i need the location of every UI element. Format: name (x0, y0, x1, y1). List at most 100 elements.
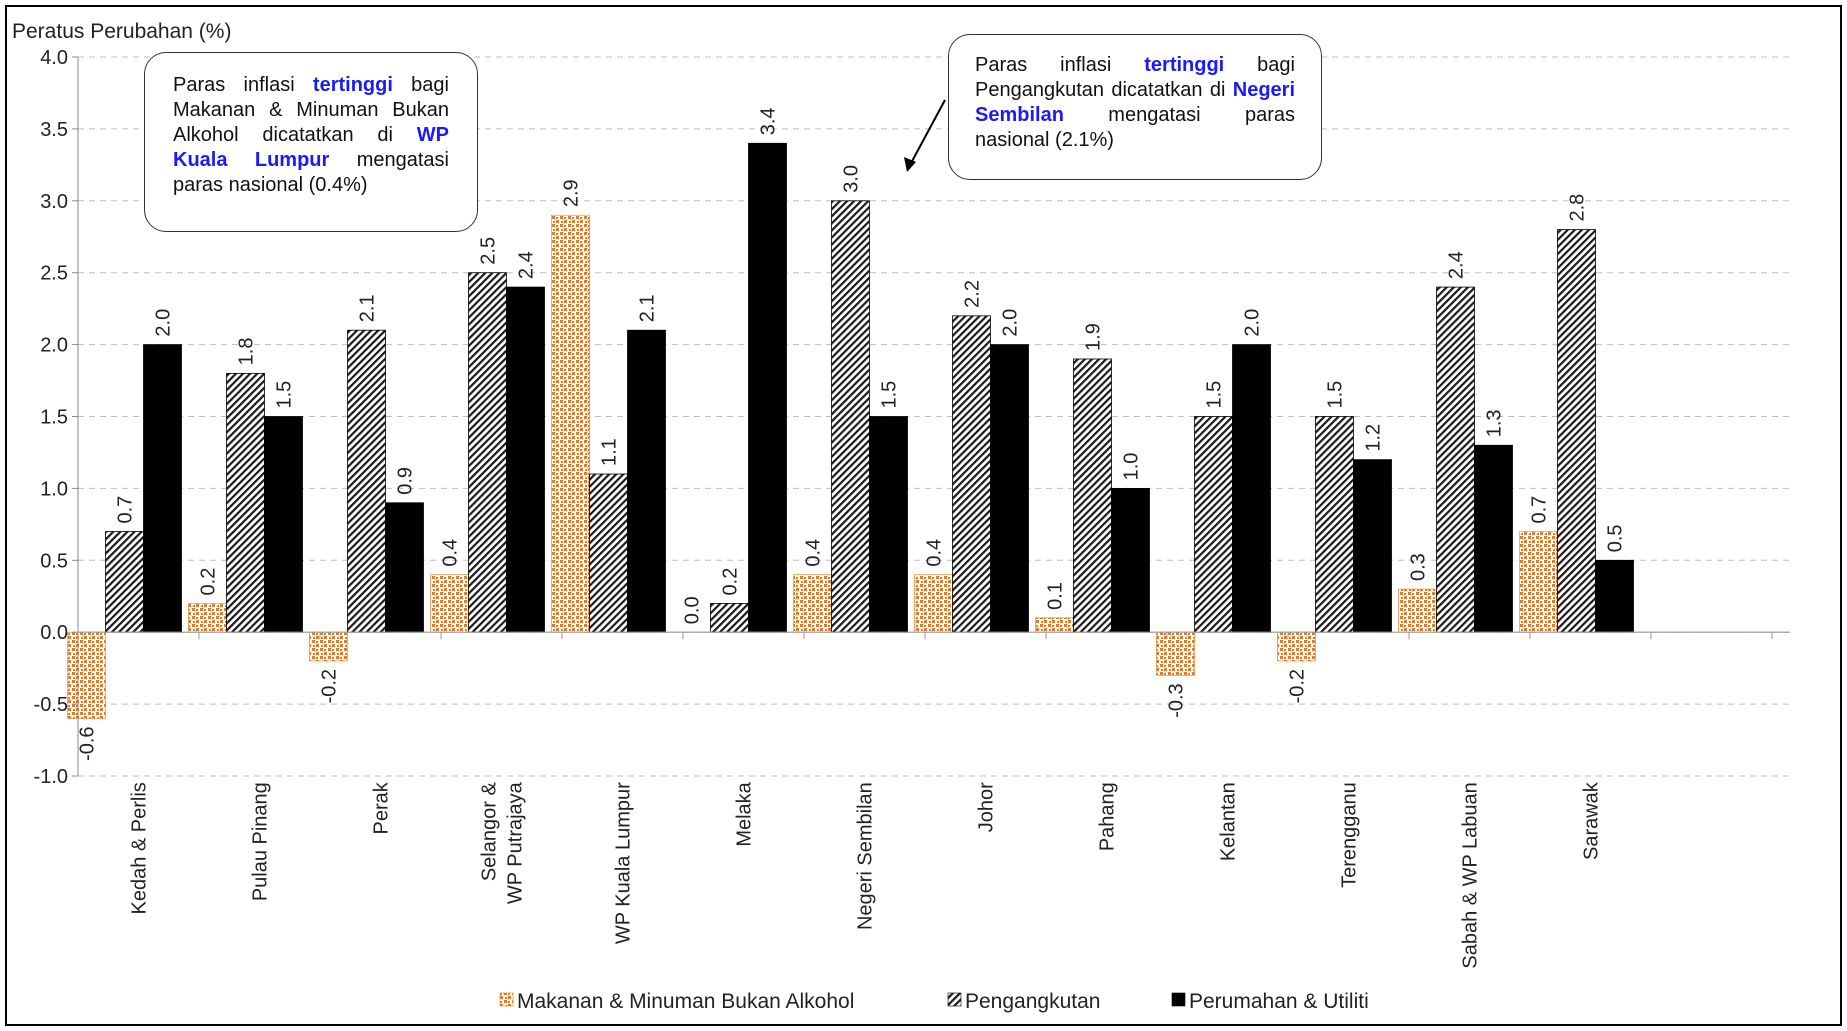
bar (1353, 459, 1392, 633)
chart-border (5, 5, 1842, 1026)
bar (952, 315, 991, 633)
data-label: 1.5 (274, 381, 296, 409)
bar (1398, 588, 1437, 633)
callout-transport-highlight-1: tertinggi (1144, 54, 1225, 76)
data-label: 3.4 (758, 107, 780, 135)
data-labels: -0.6 0.2 -0.2 0.4 2.9 0.0 0.4 0.4 0.1 -0.3 -0.2 0.3… (77, 107, 1627, 760)
callout-food-seg-4: mengatasi paras nasional (0.4%) (173, 149, 449, 196)
bar (264, 416, 303, 633)
data-label: 0.7 (115, 496, 137, 524)
bar (831, 200, 870, 633)
data-label: 1.0 (1121, 453, 1143, 481)
callout-transport-text: Paras inflasi tertinggi bagi Pengangkuta… (975, 54, 1295, 151)
category-label: WP Kuala Lumpur (613, 782, 635, 944)
data-label: 1.3 (1484, 409, 1506, 437)
y-tick-label: 0.0 (40, 622, 68, 644)
bar (188, 603, 227, 633)
bar (1232, 344, 1271, 633)
bar (551, 214, 590, 633)
callout-transport-seg-0: Paras inflasi (975, 54, 1145, 76)
data-label: 0.9 (395, 467, 417, 495)
data-label: 1.1 (599, 438, 621, 466)
callout-transport-seg-2: bagi Pengangkutan dicatatkan di (975, 54, 1295, 101)
category-label: Pahang (1097, 782, 1119, 851)
bar (793, 574, 832, 633)
callout-arrow-head (904, 157, 916, 172)
bar (1194, 416, 1233, 633)
bar (589, 473, 628, 633)
data-label: -0.2 (1287, 669, 1309, 703)
data-label: 1.5 (1325, 381, 1347, 409)
data-label: 0.3 (1408, 553, 1430, 581)
bar (1156, 631, 1195, 676)
data-label: 0.7 (1529, 496, 1551, 524)
bar (1519, 531, 1558, 633)
data-label: 2.2 (962, 280, 984, 308)
data-label: 2.5 (478, 237, 500, 265)
y-tick-label: 1.0 (40, 478, 68, 500)
data-label: 1.5 (879, 381, 901, 409)
y-tick-label: -0.5 (34, 694, 68, 716)
bar (1315, 416, 1354, 633)
legend-label: Pengangkutan (965, 990, 1100, 1013)
data-label: 2.1 (637, 294, 659, 322)
callout-food-highlight-1: tertinggi (312, 74, 393, 96)
data-label: 2.0 (153, 309, 175, 337)
data-label: 2.0 (1242, 309, 1264, 337)
y-tick-label: -1.0 (34, 766, 68, 788)
bar (710, 603, 749, 633)
y-tick-label: 2.5 (40, 263, 68, 285)
data-label: 0.4 (924, 539, 946, 567)
bar (1595, 559, 1634, 633)
bar (990, 344, 1029, 633)
data-label: 1.8 (236, 338, 258, 366)
data-label: 2.4 (516, 251, 538, 279)
category-label: Negeri Sembilan (855, 782, 877, 930)
callout-food-seg-0: Paras inflasi (173, 74, 313, 96)
bar (1073, 358, 1112, 633)
y-tick-label: 3.5 (40, 119, 68, 141)
data-label: 1.2 (1363, 424, 1385, 452)
legend-swatch (1171, 992, 1186, 1007)
bar (385, 502, 424, 633)
category-label: Sabah & WP Labuan (1460, 782, 1482, 968)
data-label: 0.4 (440, 539, 462, 567)
data-label: 2.1 (357, 294, 379, 322)
y-tick-label: 1.5 (40, 407, 68, 429)
callout-arrow (904, 99, 946, 172)
data-label: 0.4 (803, 539, 825, 567)
callout-transport-highlight-3: Negeri Sembilan (975, 79, 1295, 126)
data-label: 3.0 (841, 165, 863, 193)
category-label: Sarawak (1581, 781, 1603, 860)
legend-label: Perumahan & Utiliti (1189, 990, 1369, 1013)
category-label: Terengganu (1339, 782, 1361, 888)
bar (143, 344, 182, 633)
data-label: -0.3 (1166, 683, 1188, 717)
data-label: 1.9 (1083, 323, 1105, 351)
callout-box-food: Paras inflasi tertinggi bagi Makanan & M… (144, 52, 478, 232)
bar (67, 631, 106, 719)
data-label: 0.0 (682, 596, 704, 624)
data-label: 1.5 (1204, 381, 1226, 409)
category-labels: Kedah & Perlis Pulau Pinang Perak Selangor … (129, 781, 1603, 968)
callout-food-text: Paras inflasi tertinggi bagi Makanan & M… (173, 74, 449, 196)
bar (1436, 286, 1475, 633)
legend: Makanan & Minuman Bukan Alkohol Pengangku… (499, 990, 1369, 1013)
category-label: Melaka (734, 781, 756, 846)
bar (347, 329, 386, 633)
data-label: 0.2 (720, 568, 742, 596)
legend-swatch (499, 992, 514, 1007)
data-label: 2.0 (1000, 309, 1022, 337)
data-label: 0.2 (198, 568, 220, 596)
bar (1111, 487, 1150, 633)
y-axis-title: Peratus Perubahan (%) (12, 20, 231, 43)
data-label: 2.4 (1446, 251, 1468, 279)
data-label: 2.9 (561, 179, 583, 207)
bar (1557, 229, 1596, 633)
category-label: Perak (371, 781, 393, 834)
data-label: -0.6 (77, 726, 99, 760)
bar (309, 631, 348, 662)
data-label: 2.8 (1567, 194, 1589, 222)
